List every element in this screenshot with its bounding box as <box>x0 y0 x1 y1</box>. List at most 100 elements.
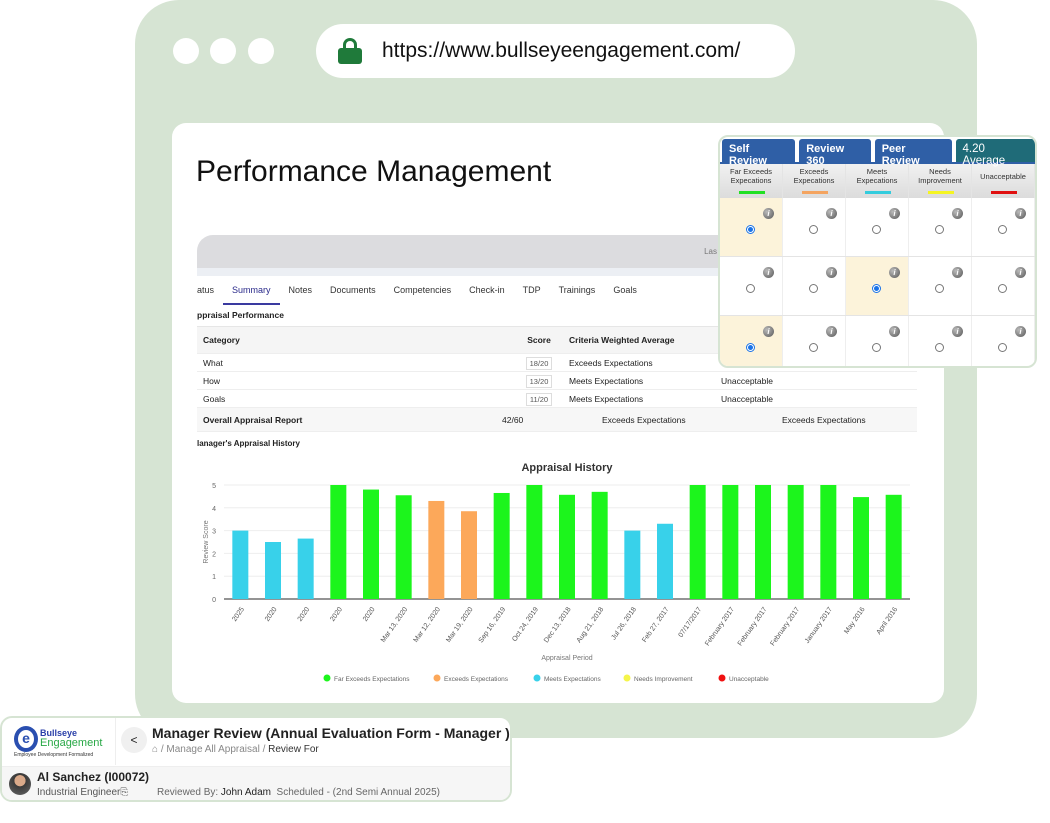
bar <box>297 538 314 599</box>
x-tick-label: February 2017 <box>769 606 801 647</box>
info-icon[interactable]: i <box>763 267 774 278</box>
tab-documents[interactable]: Documents <box>330 285 376 295</box>
y-tick-label: 1 <box>212 574 216 581</box>
chart-title: Appraisal History <box>521 462 613 474</box>
tab-status[interactable]: atus <box>197 285 215 295</box>
x-tick-label: Oct 24, 2019 <box>511 606 540 643</box>
rating-label: Unacceptable <box>980 172 1026 181</box>
rating-column-header: Exceeds Expecations <box>783 164 846 198</box>
overall-cwa: Exceeds Expectations <box>602 414 686 425</box>
rating-radio[interactable] <box>998 343 1007 352</box>
x-tick-label: Mar 12, 2020 <box>413 606 442 644</box>
rating-radio[interactable] <box>746 343 755 352</box>
rating-radio[interactable] <box>746 225 755 234</box>
info-icon[interactable]: i <box>763 208 774 219</box>
x-tick-label: 2020 <box>264 606 279 623</box>
info-icon[interactable]: i <box>763 326 774 337</box>
info-icon[interactable]: i <box>826 208 837 219</box>
review-360-button[interactable]: Review 360 <box>799 139 871 167</box>
legend-label: Needs Improvement <box>634 676 693 683</box>
table-row: How 13/20 Meets Expectations Unacceptabl… <box>197 372 917 390</box>
rating-label: Exceeds <box>799 167 829 176</box>
bar <box>363 489 379 599</box>
info-icon[interactable]: i <box>889 208 900 219</box>
rating-radio[interactable] <box>809 225 818 234</box>
x-tick-label: Mar 13, 2020 <box>380 606 409 644</box>
rating-label: Improvement <box>918 176 962 185</box>
info-icon[interactable]: i <box>826 267 837 278</box>
rating-radio[interactable] <box>872 225 881 234</box>
breadcrumb-manage-all-appraisal[interactable]: Manage All Appraisal <box>166 744 260 755</box>
x-tick-label: Aug 21, 2018 <box>576 606 606 644</box>
window-dot <box>248 38 274 64</box>
rating-radio[interactable] <box>872 343 881 352</box>
info-icon[interactable]: i <box>826 326 837 337</box>
info-icon[interactable]: i <box>952 208 963 219</box>
self-review-button[interactable]: Self Review <box>722 139 796 167</box>
rating-cell: i <box>720 198 783 256</box>
logo-tagline: Employee Development Formalized <box>14 752 94 758</box>
rating-cell: i <box>846 316 909 366</box>
bar <box>885 494 902 599</box>
rating-cell: i <box>972 257 1035 315</box>
rating-radio[interactable] <box>809 284 818 293</box>
copy-icon[interactable]: ⎘ <box>120 787 129 798</box>
y-tick-label: 3 <box>212 529 216 536</box>
info-icon[interactable]: i <box>1015 208 1026 219</box>
bar <box>657 523 673 599</box>
info-icon[interactable]: i <box>952 326 963 337</box>
bar <box>591 491 608 599</box>
legend-marker <box>533 674 541 682</box>
rating-radio[interactable] <box>809 343 818 352</box>
employee-row: Al Sanchez (I00072) Industrial Engineer⎘… <box>2 766 510 800</box>
info-icon[interactable]: i <box>1015 267 1026 278</box>
x-tick-label: 2020 <box>297 606 312 623</box>
url-text: https://www.bullseyeengagement.com/ <box>382 39 741 62</box>
col-cwa: Criteria Weighted Average <box>569 335 675 345</box>
header-strip <box>197 268 917 276</box>
rating-cell: i <box>972 316 1035 366</box>
x-tick-label: 07/17/2017 <box>677 606 703 639</box>
tab-goals[interactable]: Goals <box>613 285 637 295</box>
overall-score: 42/60 <box>502 414 524 425</box>
tab-notes[interactable]: Notes <box>288 285 313 295</box>
lock-icon <box>338 38 362 64</box>
table-row: What 18/20 Exceeds Expectations <box>197 354 917 372</box>
cell-cwa: Meets Expectations <box>569 375 644 386</box>
info-icon[interactable]: i <box>889 326 900 337</box>
info-icon[interactable]: i <box>952 267 963 278</box>
tab-tdp[interactable]: TDP <box>522 285 541 295</box>
x-tick-label: Dec 13, 2018 <box>543 606 573 644</box>
tab-summary[interactable]: Summary <box>223 283 280 305</box>
tab-trainings[interactable]: Trainings <box>558 285 596 295</box>
rating-cell: i <box>846 198 909 256</box>
rating-color-bar <box>802 191 828 194</box>
back-button[interactable]: < <box>121 727 147 753</box>
rating-radio[interactable] <box>935 284 944 293</box>
tab-competencies[interactable]: Competencies <box>393 285 452 295</box>
review-rating-panel: Self Review Review 360 Peer Review 4.20 … <box>718 135 1037 368</box>
info-icon[interactable]: i <box>1015 326 1026 337</box>
rating-radio[interactable] <box>935 343 944 352</box>
rating-radio[interactable] <box>998 284 1007 293</box>
avatar <box>9 773 31 795</box>
rating-radio[interactable] <box>935 225 944 234</box>
bar <box>624 530 641 599</box>
appraisal-table: Category Score Criteria Weighted Average… <box>197 326 917 432</box>
window-dot <box>173 38 199 64</box>
bar <box>493 492 510 599</box>
cell-category: What <box>203 357 223 368</box>
rating-radio[interactable] <box>872 284 881 293</box>
peer-review-button[interactable]: Peer Review <box>874 139 952 167</box>
info-icon[interactable]: i <box>889 267 900 278</box>
rating-radio[interactable] <box>746 284 755 293</box>
bar <box>461 511 477 599</box>
address-bar[interactable]: https://www.bullseyeengagement.com/ <box>316 24 795 78</box>
overall-label: Overall Appraisal Report <box>203 414 303 425</box>
rating-radio[interactable] <box>998 225 1007 234</box>
breadcrumb: ⌂ / Manage All Appraisal / Review For <box>152 744 319 755</box>
tab-check-in[interactable]: Check-in <box>469 285 505 295</box>
home-icon[interactable]: ⌂ <box>152 744 159 755</box>
appraisal-history-chart: Appraisal History 0 1 2 3 4 5 Review Score 2025 2… <box>203 462 910 683</box>
